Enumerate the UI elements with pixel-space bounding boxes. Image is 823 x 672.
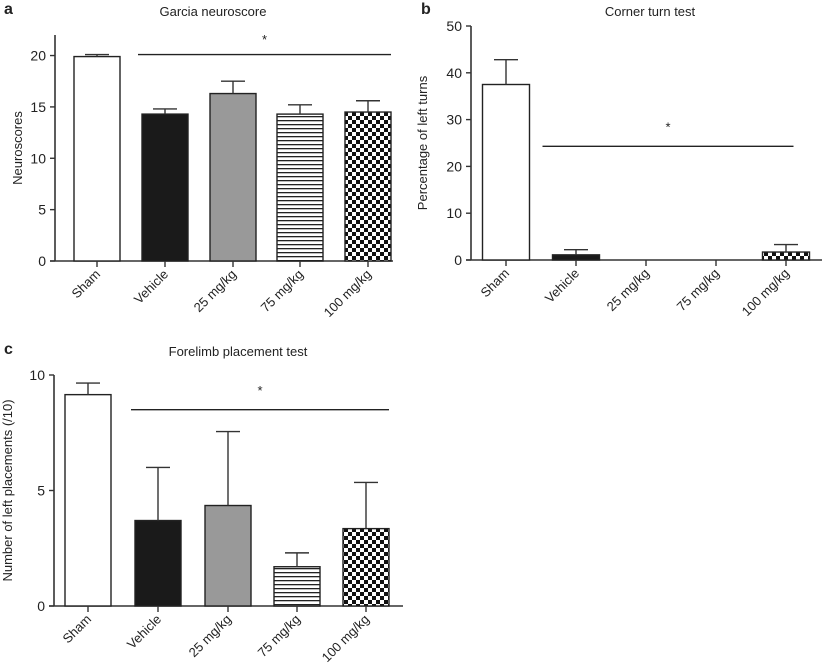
y-tick-label: 0	[38, 253, 46, 269]
chart-title: Forelimb placement test	[169, 344, 308, 359]
bar-vehicle	[551, 254, 601, 261]
panel-label: a	[4, 1, 13, 18]
y-tick-label: 40	[446, 65, 462, 81]
y-axis-label: Number of left placements (/10)	[0, 399, 15, 581]
y-tick-label: 50	[446, 18, 462, 34]
panel-a: a Garcia neuroscore Neuroscores 0 5 10 15 20 Sha…	[4, 1, 393, 320]
y-tick-label: 5	[38, 202, 46, 218]
x-tick-label: 25 mg/kg	[191, 267, 239, 315]
y-tick-label: 30	[446, 112, 462, 128]
x-tick-label: 75 mg/kg	[258, 267, 306, 315]
bar-sham	[64, 393, 112, 607]
y-tick-label: 15	[30, 99, 46, 115]
x-tick-label: 100 mg/kg	[319, 612, 373, 666]
panel-c: c Forelimb placement test Number of left p…	[0, 341, 403, 665]
y-tick-label: 20	[446, 158, 462, 174]
x-tick-label: 25 mg/kg	[604, 266, 652, 314]
bar-100-mg-kg	[761, 251, 811, 261]
bar-100-mg-kg	[342, 527, 390, 607]
x-tick-label: 75 mg/kg	[255, 612, 303, 660]
y-tick-label: 10	[446, 205, 462, 221]
bar-vehicle	[141, 113, 189, 262]
y-axis-label: Percentage of left turns	[415, 75, 430, 210]
panel-b: b Corner turn test Percentage of left turn…	[415, 1, 822, 319]
y-tick-label: 20	[30, 48, 46, 64]
chart-title: Garcia neuroscore	[160, 4, 267, 19]
y-axis-label: Neuroscores	[10, 111, 25, 185]
bar-75-mg-kg	[276, 113, 324, 262]
x-tick-label: Sham	[68, 267, 103, 302]
x-tick-label: 25 mg/kg	[186, 612, 234, 660]
x-tick-label: Sham	[477, 266, 512, 301]
bar-sham	[73, 55, 121, 262]
bar-25-mg-kg	[209, 92, 257, 262]
y-tick-label: 0	[454, 252, 462, 268]
y-tick-label: 10	[30, 150, 46, 166]
bar-sham	[481, 83, 531, 261]
x-tick-label: 100 mg/kg	[739, 266, 793, 320]
chart-title: Corner turn test	[605, 4, 696, 19]
panel-label: b	[421, 1, 431, 18]
x-tick-label: Vehicle	[131, 267, 171, 307]
x-tick-label: Sham	[59, 612, 94, 647]
x-tick-label: Vehicle	[542, 266, 582, 306]
bar-75-mg-kg	[273, 566, 321, 607]
panel-label: c	[4, 341, 13, 358]
significance-star: *	[257, 383, 262, 398]
significance-star: *	[665, 120, 670, 135]
x-tick-label: 75 mg/kg	[674, 266, 722, 314]
y-tick-label: 5	[37, 483, 45, 499]
significance-star: *	[262, 32, 267, 47]
x-tick-label: 100 mg/kg	[321, 267, 375, 321]
bar-vehicle	[134, 519, 182, 607]
y-tick-label: 10	[29, 367, 45, 383]
bar-25-mg-kg	[204, 504, 252, 607]
x-tick-label: Vehicle	[124, 612, 164, 652]
y-tick-label: 0	[37, 598, 45, 614]
bar-100-mg-kg	[344, 111, 392, 262]
